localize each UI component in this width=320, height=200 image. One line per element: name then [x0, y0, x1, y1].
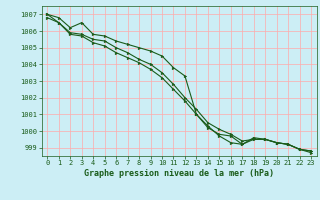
X-axis label: Graphe pression niveau de la mer (hPa): Graphe pression niveau de la mer (hPa): [84, 169, 274, 178]
